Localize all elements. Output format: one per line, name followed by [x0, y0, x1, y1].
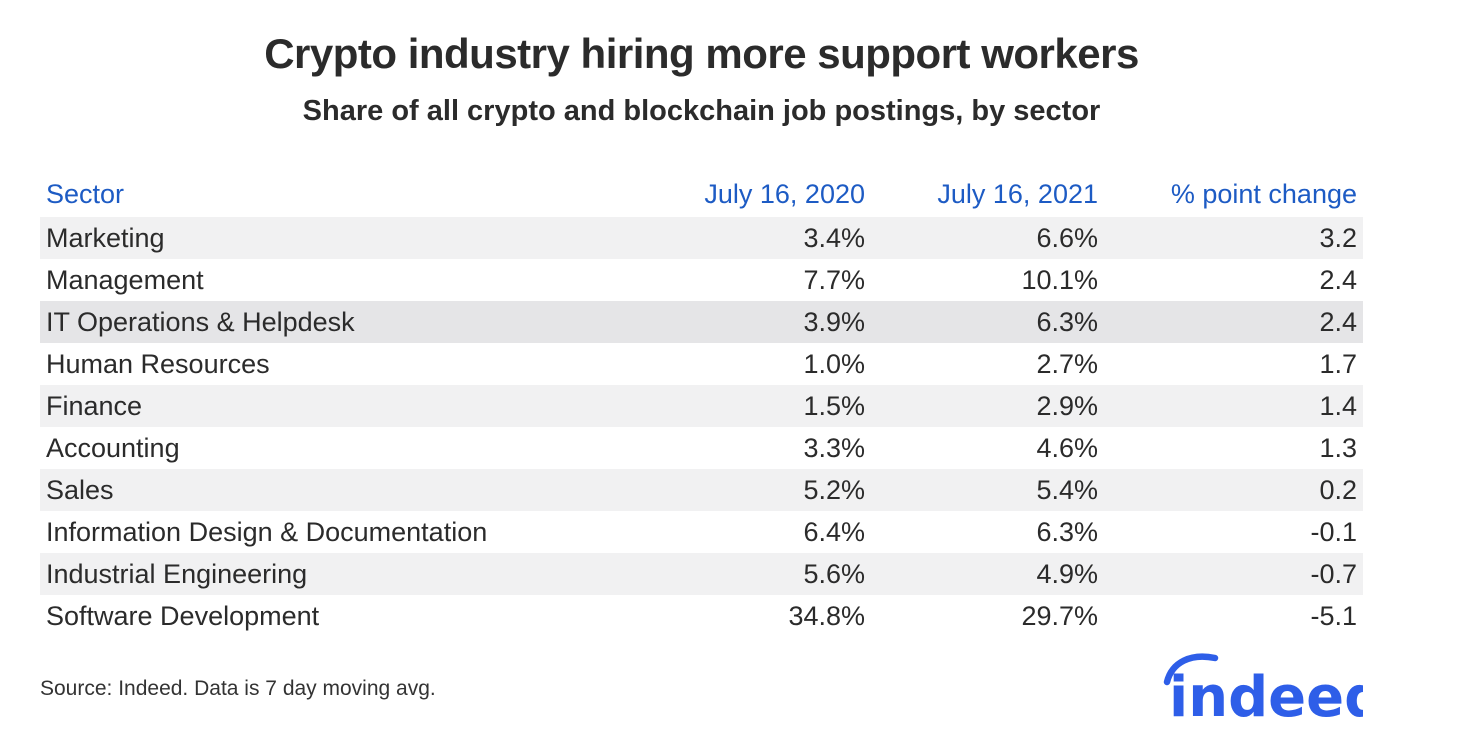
table-row: Software Development 34.8% 29.7% -5.1 — [40, 595, 1363, 637]
cell-sector: Industrial Engineering — [46, 558, 308, 589]
cell-july-2020: 5.6% — [803, 558, 865, 589]
source-note: Source: Indeed. Data is 7 day moving avg… — [40, 677, 436, 701]
cell-point-change: 1.4 — [1319, 390, 1357, 421]
cell-july-2020: 3.9% — [803, 306, 865, 337]
cell-point-change: -5.1 — [1310, 600, 1357, 631]
cell-sector: IT Operations & Helpdesk — [46, 306, 355, 337]
column-header-point-change: % point change — [1170, 179, 1357, 210]
table-body: Marketing 3.4% 6.6% 3.2 Management 7.7% … — [40, 217, 1363, 637]
cell-sector: Finance — [46, 390, 143, 421]
cell-july-2021: 4.6% — [1036, 432, 1098, 463]
cell-point-change: 2.4 — [1319, 306, 1357, 337]
cell-point-change: 2.4 — [1319, 264, 1357, 295]
figure-footer: Source: Indeed. Data is 7 day moving avg… — [40, 649, 1363, 729]
chart-title: Crypto industry hiring more support work… — [264, 30, 1139, 77]
cell-july-2021: 10.1% — [1021, 264, 1098, 295]
column-header-july-2021: July 16, 2021 — [937, 179, 1098, 210]
cell-july-2020: 34.8% — [788, 600, 865, 631]
table-row: Human Resources 1.0% 2.7% 1.7 — [40, 343, 1363, 385]
cell-july-2021: 6.3% — [1036, 516, 1098, 547]
cell-july-2020: 3.3% — [803, 432, 865, 463]
table-header-row: Sector July 16, 2020 July 16, 2021 % poi… — [40, 169, 1363, 217]
cell-july-2021: 2.7% — [1036, 348, 1098, 379]
cell-july-2020: 3.4% — [803, 222, 865, 253]
data-table: Sector July 16, 2020 July 16, 2021 % poi… — [40, 169, 1363, 637]
cell-july-2020: 5.2% — [803, 474, 865, 505]
table-row: IT Operations & Helpdesk 3.9% 6.3% 2.4 — [40, 301, 1363, 344]
table-row: Accounting 3.3% 4.6% 1.3 — [40, 427, 1363, 469]
table-row: Sales 5.2% 5.4% 0.2 — [40, 469, 1363, 512]
cell-july-2020: 1.5% — [803, 390, 865, 421]
cell-july-2021: 4.9% — [1036, 558, 1098, 589]
column-header-sector: Sector — [46, 179, 125, 210]
table-row: Marketing 3.4% 6.6% 3.2 — [40, 217, 1363, 260]
cell-july-2021: 6.3% — [1036, 306, 1098, 337]
chart-subtitle: Share of all crypto and blockchain job p… — [302, 95, 1101, 128]
table-row: Management 7.7% 10.1% 2.4 — [40, 259, 1363, 301]
cell-sector: Marketing — [46, 222, 165, 253]
cell-point-change: 0.2 — [1319, 474, 1357, 505]
cell-point-change: 1.7 — [1319, 348, 1357, 379]
cell-sector: Management — [46, 264, 204, 295]
cell-july-2021: 6.6% — [1036, 222, 1098, 253]
cell-point-change: -0.1 — [1310, 516, 1357, 547]
cell-point-change: -0.7 — [1310, 558, 1357, 589]
cell-july-2020: 1.0% — [803, 348, 865, 379]
table-row: Finance 1.5% 2.9% 1.4 — [40, 385, 1363, 428]
column-header-july-2020: July 16, 2020 — [704, 179, 865, 210]
cell-sector: Sales — [46, 474, 114, 505]
cell-july-2021: 2.9% — [1036, 390, 1098, 421]
cell-july-2021: 5.4% — [1036, 474, 1098, 505]
cell-point-change: 3.2 — [1319, 222, 1357, 253]
cell-july-2021: 29.7% — [1021, 600, 1098, 631]
cell-july-2020: 7.7% — [803, 264, 865, 295]
cell-sector: Accounting — [46, 432, 180, 463]
indeed-logo-wordmark: indeed — [1169, 665, 1363, 728]
table-row: Industrial Engineering 5.6% 4.9% -0.7 — [40, 553, 1363, 596]
table-row: Information Design & Documentation 6.4% … — [40, 511, 1363, 553]
cell-sector: Information Design & Documentation — [46, 516, 488, 547]
cell-july-2020: 6.4% — [803, 516, 865, 547]
cell-sector: Software Development — [46, 600, 320, 631]
cell-point-change: 1.3 — [1319, 432, 1357, 463]
indeed-logo: indeed — [1163, 650, 1363, 728]
indeed-logo-arc-icon — [1163, 653, 1219, 686]
cell-sector: Human Resources — [46, 348, 270, 379]
